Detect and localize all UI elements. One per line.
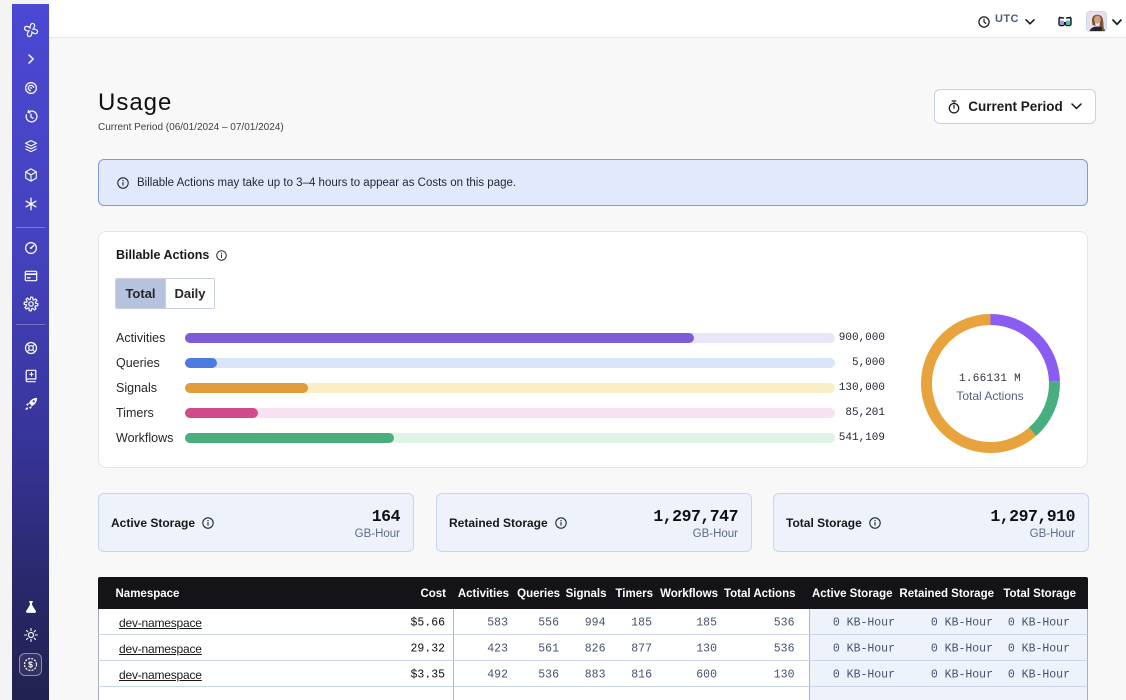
svg-text:$: $ [28,660,33,670]
